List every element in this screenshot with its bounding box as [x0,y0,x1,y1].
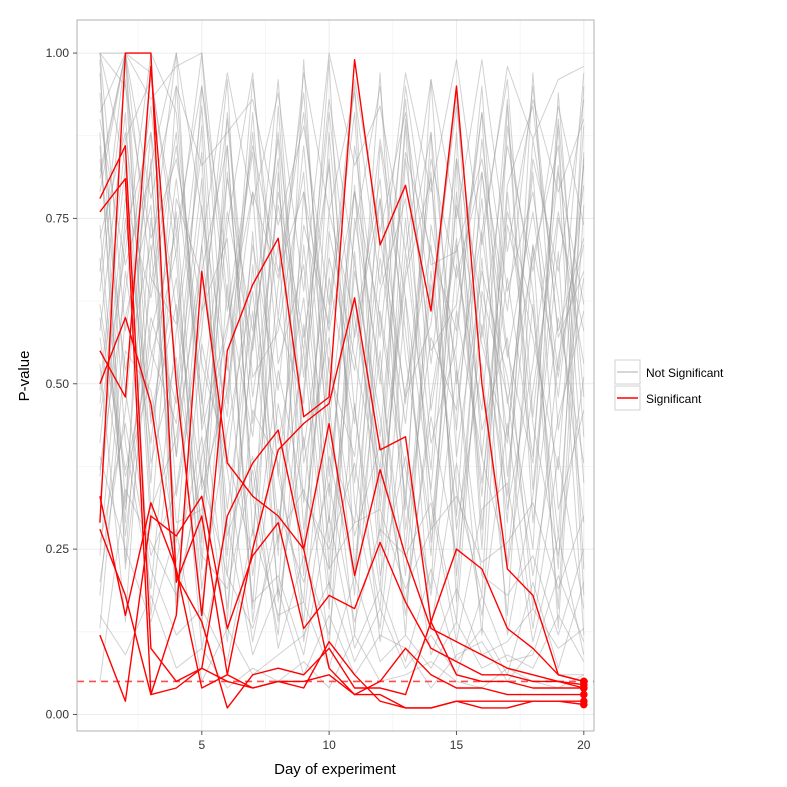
not-significant-series-line [99,52,585,510]
not-significant-series-line [99,131,585,629]
not-significant-series-line [99,72,585,623]
not-significant-series-line [99,158,585,676]
legend: Not Significant Significant [614,359,724,411]
not-significant-series-line [99,52,585,524]
not-significant-lines [99,52,585,689]
endpoint-markers [580,677,588,709]
not-significant-series-line [99,79,585,391]
not-significant-series-line [99,52,585,636]
significant-series-line [99,316,584,709]
not-significant-series-line [99,52,585,438]
x-tick-label: 10 [322,738,336,752]
not-significant-series-line [99,52,585,338]
y-tick-label: 1.00 [46,46,70,60]
not-significant-series-line [99,59,585,629]
significant-endpoint-marker [580,697,588,706]
significant-endpoint-marker [580,684,588,692]
significant-endpoint-marker [580,677,588,686]
significant-series-line [99,59,584,683]
significant-series-line [99,429,584,696]
not-significant-series-line [99,79,585,550]
significant-series-line [99,297,584,689]
not-significant-series-line [99,52,585,497]
x-tick-label: 20 [577,738,591,752]
legend-label-significant: Significant [646,392,702,406]
legend-label-not-significant: Not Significant [646,366,724,380]
not-significant-series-line [99,475,585,682]
not-significant-series-line [99,158,585,643]
not-significant-series-line [99,52,585,405]
axis-ticks: 5 10 15 20 0.00 0.25 0.50 0.75 1.00 [46,46,591,752]
not-significant-series-line [99,52,585,636]
not-significant-series-line [99,52,585,491]
not-significant-series-line [99,79,585,583]
not-significant-series-line [99,594,585,689]
grid [77,20,594,731]
y-tick-label: 0.25 [46,542,70,556]
not-significant-series-line [99,52,585,557]
not-significant-series-line [99,52,585,537]
significant-lines [99,52,584,709]
significant-series-line [99,52,584,709]
significant-series-line [99,495,584,702]
not-significant-series-line [99,112,585,616]
significant-series-line [99,177,584,696]
not-significant-series-line [99,131,585,623]
not-significant-series-line [99,217,585,656]
not-significant-series-line [99,52,585,590]
not-significant-series-line [99,138,585,629]
significant-series-line [99,144,584,709]
y-axis-title: P-value [16,351,33,402]
not-significant-series-line [99,85,585,610]
panel-border [76,19,595,732]
not-significant-series-line [99,204,585,643]
x-axis-title: Day of experiment [274,761,397,778]
not-significant-series-line [99,125,585,649]
significant-endpoint-marker [580,690,588,699]
not-significant-series-line [99,423,585,669]
y-tick-label: 0.75 [46,211,70,225]
not-significant-series-line [99,105,585,610]
not-significant-series-line [99,59,585,570]
not-significant-series-line [99,72,585,577]
y-tick-label: 0.50 [46,377,70,391]
y-tick-label: 0.00 [46,707,70,721]
x-tick-label: 5 [198,738,205,752]
x-tick-label: 15 [450,738,464,752]
